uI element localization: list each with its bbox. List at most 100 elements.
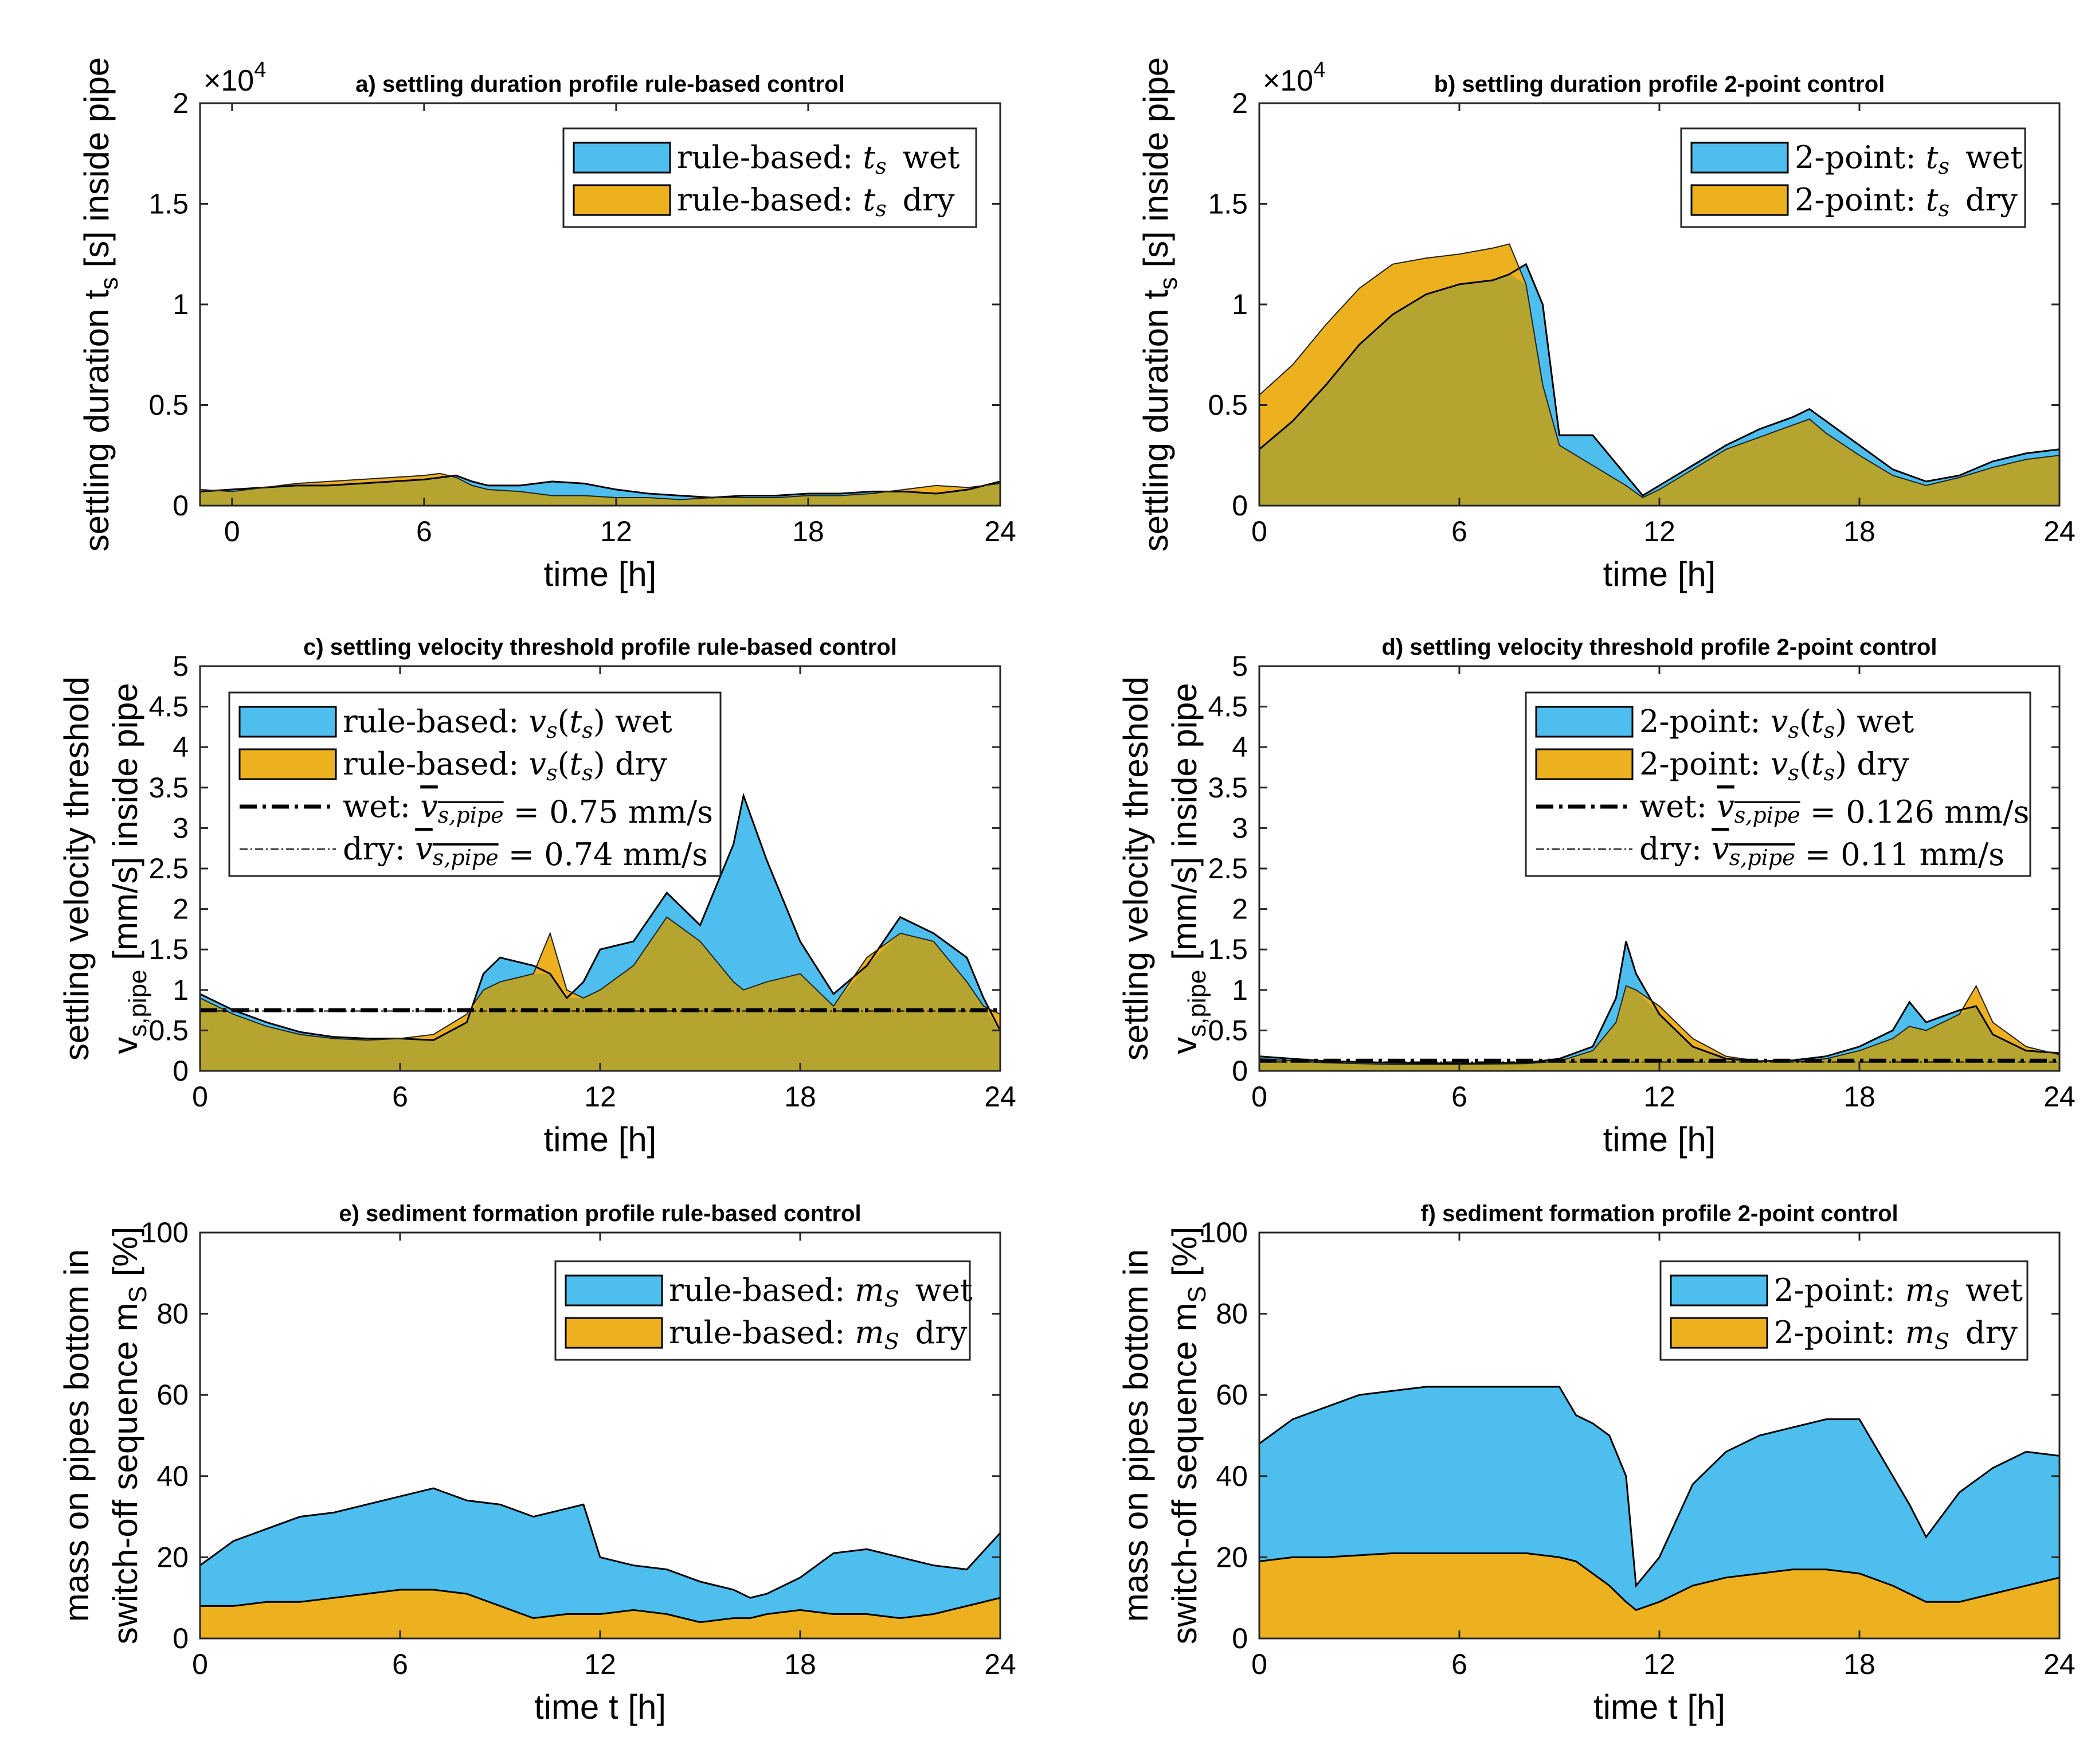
x-tick-label: 18: [792, 515, 824, 547]
y-tick-label: 2: [173, 87, 189, 119]
legend-swatch-wet: [1670, 1274, 1768, 1307]
y-tick-label: 100: [1200, 1217, 1248, 1249]
y-tick-label: 1.5: [148, 933, 189, 965]
y-tick-label: 20: [156, 1541, 189, 1573]
y-axis-label-2: vs,pipe [mm/s] inside pipe: [106, 683, 152, 1054]
legend-math-sub: s: [875, 196, 887, 221]
legend-prefix: 2-point:: [1774, 1272, 1905, 1308]
legend-math-sub: s: [1939, 196, 1950, 221]
legend-paren: ): [1835, 703, 1847, 740]
legend-entry: wet: vs,pipe = 0.126 mm/s: [1639, 788, 2029, 830]
legend-swatch-dry: [1670, 1317, 1768, 1349]
legend-entry: dry: vs,pipe = 0.74 mm/s: [343, 831, 708, 873]
x-tick-label: 6: [392, 1648, 408, 1680]
x-tick-label: 24: [2043, 515, 2076, 547]
legend-gap: [1949, 182, 1956, 218]
legend-entry: rule-based: vs(ts) wet: [343, 703, 672, 743]
legend-swatch-dry: [1690, 184, 1789, 216]
legend-math-sub: S: [1935, 1329, 1949, 1354]
legend-math-sub: s,pipe: [438, 803, 504, 828]
y-tick-label: 60: [156, 1379, 189, 1411]
legend-gap: [1949, 1272, 1956, 1308]
legend-entry: 2-point: vs(ts) dry: [1639, 746, 1909, 785]
ylabel-sub: s,pipe: [1183, 969, 1211, 1037]
legend-math-v: v: [420, 788, 438, 824]
y-tick-label: 1.5: [1208, 188, 1248, 220]
legend-suffix: wet: [1956, 139, 2023, 175]
ylabel-sub: s: [95, 277, 123, 290]
legend-paren: (: [557, 746, 569, 782]
y-tick-label: 1: [1232, 288, 1248, 320]
legend-paren: ): [593, 703, 605, 740]
legend-gap: [1949, 139, 1956, 175]
y-tick-label: 3.5: [148, 772, 189, 804]
x-tick-label: 0: [224, 515, 240, 547]
legend-suffix: = 0.126 mm/s: [1800, 794, 2030, 830]
y-tick-label: 1.5: [1208, 933, 1248, 965]
y-axis-label: settling duration ts [s] inside pipe: [77, 57, 123, 552]
x-tick-label: 18: [784, 1081, 816, 1113]
legend-paren: (: [557, 703, 569, 740]
legend-math-sub: S: [1935, 1286, 1949, 1312]
legend-entry: 2-point: mS wet: [1774, 1272, 2023, 1312]
y-tick-label: 4.5: [148, 691, 189, 723]
legend-paren: ): [593, 746, 605, 782]
x-axis-label: time t [h]: [1593, 1688, 1725, 1726]
y-axis-label: mass on pipes bottom in: [57, 1249, 96, 1622]
y-tick-label: 3: [1232, 812, 1248, 844]
legend-math-sub: s: [1939, 154, 1950, 179]
y-tick-label: 80: [1216, 1298, 1248, 1330]
legend-suffix: wet: [1956, 1272, 2023, 1308]
x-tick-label: 0: [192, 1648, 208, 1680]
legend-prefix: rule-based:: [669, 1315, 855, 1351]
legend-math-v: v: [1771, 746, 1788, 782]
legend-entry: 2-point: ts dry: [1795, 182, 2018, 221]
ylabel-main: switch-off sequence m: [1165, 1303, 1204, 1644]
legend-suffix: = 0.74 mm/s: [499, 836, 708, 873]
legend-math-m: m: [855, 1315, 884, 1351]
legend-prefix: rule-based:: [343, 703, 528, 740]
area-overlap: [200, 917, 1000, 1071]
y-tick-label: 0.5: [1208, 1014, 1248, 1046]
panel-b: 0 6 12 18 24 0 0.5 1 1.5 2 b) settling duration pr…: [1137, 57, 2076, 593]
x-tick-label: 12: [1643, 515, 1675, 547]
legend-prefix: wet:: [1639, 788, 1717, 824]
legend-swatch-dry: [565, 1317, 663, 1349]
legend-math-t: t: [570, 746, 582, 782]
y-tick-label: 0.5: [1208, 389, 1248, 421]
y-tick-label: 60: [1216, 1379, 1248, 1411]
y-axis-label-2: vs,pipe [mm/s] inside pipe: [1165, 683, 1211, 1054]
ylabel-rest: [s] inside pipe: [1137, 57, 1175, 277]
x-tick-label: 0: [192, 1081, 208, 1113]
x-tick-label: 24: [984, 1648, 1016, 1680]
axis-exponent: ×104: [1263, 58, 1325, 97]
x-tick-label: 0: [1251, 515, 1267, 547]
y-tick-label: 0: [173, 490, 189, 522]
ylabel-sub: s,pipe: [124, 969, 152, 1037]
legend-swatch-wet: [1690, 142, 1789, 174]
exponent-power: 4: [1313, 58, 1325, 82]
y-tick-label: 0: [1232, 1622, 1248, 1655]
y-tick-label: 3.5: [1208, 772, 1248, 804]
x-tick-label: 12: [1643, 1648, 1675, 1680]
y-axis-label: settling velocity threshold: [57, 676, 96, 1061]
legend-math-sub: s,pipe: [1734, 803, 1800, 828]
legend-suffix: dry: [1956, 182, 2018, 218]
legend-math-t: t: [1811, 703, 1824, 740]
legend-prefix: 2-point:: [1639, 746, 1771, 782]
y-tick-label: 0: [173, 1055, 189, 1087]
y-tick-label: 2.5: [1208, 852, 1248, 885]
legend-entry: dry: vs,pipe = 0.11 mm/s: [1639, 831, 2004, 873]
y-tick-label: 1: [173, 974, 189, 1006]
legend-math-t: t: [570, 703, 582, 740]
legend-math-sub: s: [1788, 760, 1799, 785]
y-axis-label-2: switch-off sequence mS [%]: [106, 1227, 152, 1645]
x-axis-label: time t [h]: [534, 1688, 666, 1726]
y-tick-label: 80: [156, 1298, 189, 1330]
x-tick-label: 24: [984, 515, 1016, 547]
legend-paren: (: [1799, 703, 1811, 740]
